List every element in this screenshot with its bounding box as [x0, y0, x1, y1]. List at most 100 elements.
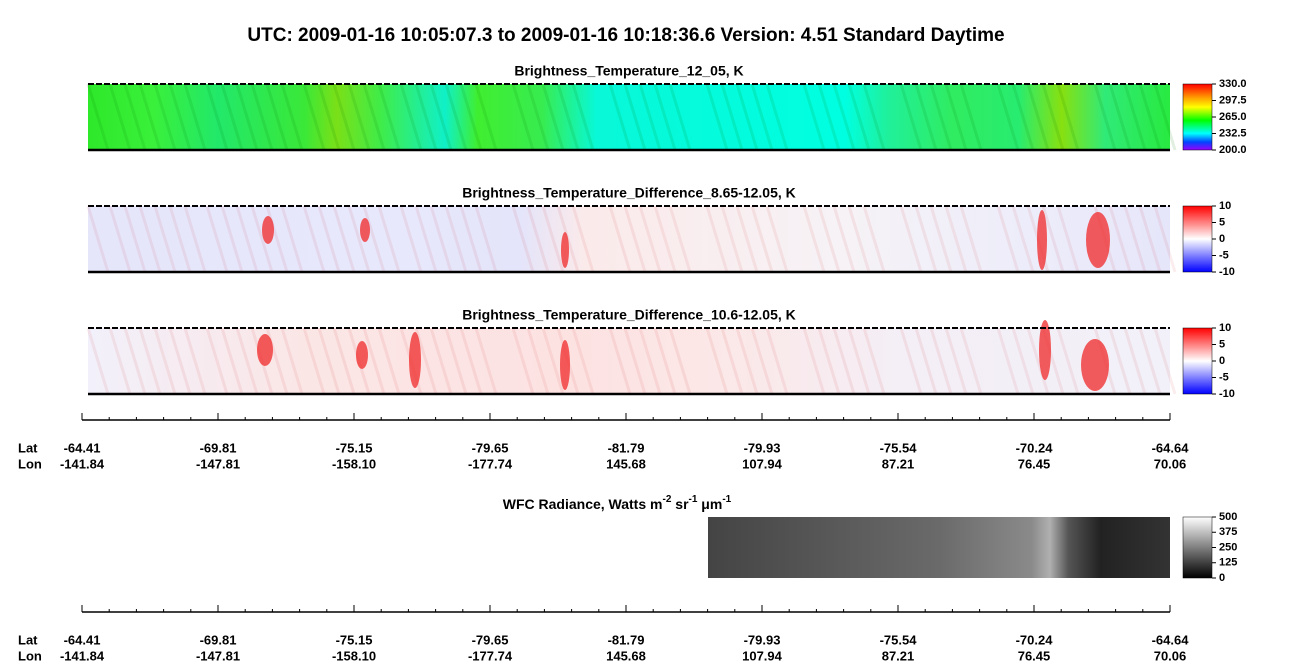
streak [1153, 205, 1177, 273]
streak [377, 83, 401, 151]
streak [153, 83, 177, 151]
colorbar-label: 265.0 [1219, 111, 1247, 123]
colorbar-label: 330.0 [1219, 78, 1247, 90]
streak [332, 205, 356, 273]
streak [750, 83, 774, 151]
streak [205, 327, 229, 395]
colorbar-label: 5 [1219, 338, 1225, 350]
lon-label: -141.84 [60, 456, 105, 471]
streak [847, 327, 871, 395]
streak [444, 327, 468, 395]
streak [802, 83, 826, 151]
colorbar [1182, 83, 1213, 151]
streak [817, 327, 841, 395]
streak [1108, 83, 1132, 151]
lon-label: 145.68 [606, 648, 646, 663]
streak [265, 205, 289, 273]
feature [257, 334, 273, 366]
streak [929, 205, 953, 273]
streak [571, 205, 595, 273]
streak [556, 83, 580, 151]
title-part: WFC Radiance, Watts m [503, 496, 663, 512]
streak [362, 205, 386, 273]
streak [108, 327, 132, 395]
streak [511, 327, 535, 395]
streak [429, 327, 453, 395]
panel-title: Brightness_Temperature_Difference_10.6-1… [462, 307, 796, 323]
streak [944, 327, 968, 395]
streak [608, 83, 632, 151]
streak [817, 205, 841, 273]
lat-label: -81.79 [608, 440, 645, 455]
streak [1056, 327, 1080, 395]
lon-label: -177.74 [468, 456, 513, 471]
streak [526, 205, 550, 273]
lat-label: -69.81 [200, 440, 237, 455]
streak [1123, 205, 1147, 273]
lat-label: -79.93 [744, 440, 781, 455]
streak [332, 327, 356, 395]
colorbar-label: 500 [1219, 511, 1237, 523]
streak [414, 205, 438, 273]
streak [138, 327, 162, 395]
colorbar-label: -10 [1219, 388, 1235, 400]
lon-label: -158.10 [332, 456, 376, 471]
streak [235, 205, 259, 273]
streak [735, 327, 759, 395]
streak [1153, 83, 1177, 151]
streak [638, 327, 662, 395]
streak [429, 83, 453, 151]
streak [362, 83, 386, 151]
streak [1056, 205, 1080, 273]
streak [250, 83, 274, 151]
streak [720, 83, 744, 151]
streak [653, 205, 677, 273]
streak [802, 327, 826, 395]
streak [399, 83, 423, 151]
lon-label: -147.81 [196, 648, 240, 663]
colorbar-label: 375 [1219, 526, 1237, 538]
colorbar [1182, 205, 1213, 273]
streak [996, 83, 1020, 151]
colorbar-label: -10 [1219, 266, 1235, 278]
streak [1138, 327, 1162, 395]
lat-label: -64.64 [1152, 632, 1190, 647]
streak [1153, 327, 1177, 395]
streak [959, 83, 983, 151]
streak [668, 205, 692, 273]
streak [250, 205, 274, 273]
streak [765, 205, 789, 273]
streak [929, 327, 953, 395]
streak [750, 327, 774, 395]
streak [705, 83, 729, 151]
streak [474, 83, 498, 151]
streak [914, 205, 938, 273]
streak [183, 205, 207, 273]
streak [399, 205, 423, 273]
lon-label: 76.45 [1018, 456, 1051, 471]
streak [929, 83, 953, 151]
streak [720, 327, 744, 395]
streak [899, 205, 923, 273]
lon-label: -141.84 [60, 648, 105, 663]
streak [526, 83, 550, 151]
streak [541, 83, 565, 151]
streak [862, 205, 886, 273]
streak [459, 205, 483, 273]
colorbar-label: 0 [1219, 355, 1225, 367]
streak [123, 205, 147, 273]
streak [608, 205, 632, 273]
lon-label: 107.94 [742, 456, 783, 471]
streak [765, 327, 789, 395]
streak [541, 327, 565, 395]
streak [720, 205, 744, 273]
lat-label: -75.15 [336, 440, 373, 455]
streak [414, 83, 438, 151]
streak [571, 327, 595, 395]
lat-label: -79.65 [472, 440, 509, 455]
streak [1093, 83, 1117, 151]
colorbar-label: 5 [1219, 216, 1225, 228]
streak [996, 205, 1020, 273]
streak [1138, 205, 1162, 273]
streak [944, 83, 968, 151]
